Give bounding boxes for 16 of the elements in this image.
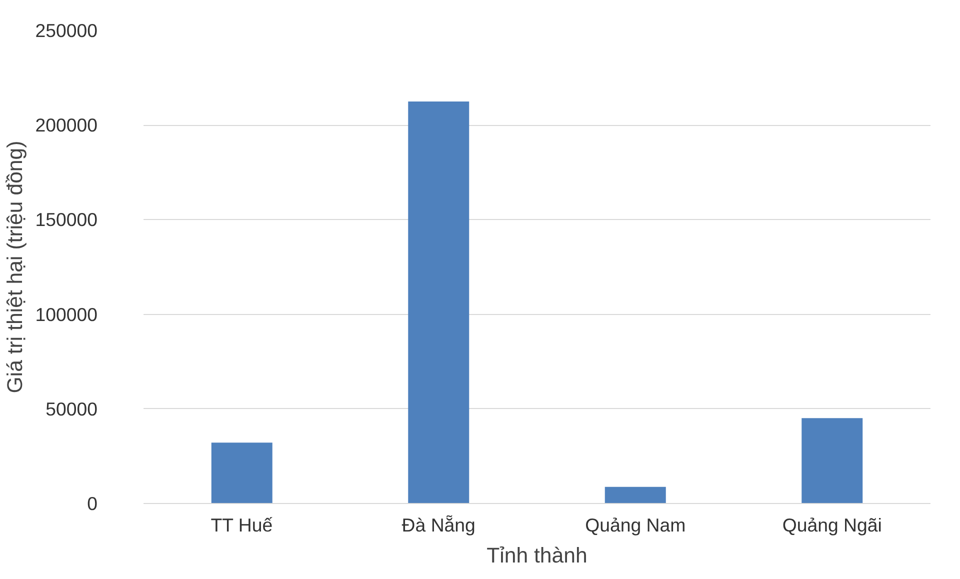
x-axis-title: Tỉnh thành bbox=[486, 544, 588, 568]
x-tick-label: Đà Nẵng bbox=[402, 514, 476, 536]
x-tick-label: TT Huế bbox=[210, 514, 274, 536]
y-tick-label: 250000 bbox=[35, 20, 98, 41]
y-tick-label: 0 bbox=[87, 493, 98, 514]
x-tick-label: Quảng Nam bbox=[585, 514, 686, 536]
x-tick-label: Quảng Ngãi bbox=[782, 514, 882, 536]
y-tick-label: 100000 bbox=[35, 304, 98, 325]
bar bbox=[408, 101, 470, 504]
bar bbox=[604, 486, 666, 504]
y-tick-label: 150000 bbox=[35, 209, 98, 230]
y-tick-label: 200000 bbox=[35, 114, 98, 136]
y-tick-label: 50000 bbox=[46, 398, 98, 420]
bar bbox=[802, 418, 863, 504]
y-axis-title: Giá trị thiệt hại (triệu đồng) bbox=[3, 140, 28, 394]
bar bbox=[211, 442, 272, 504]
